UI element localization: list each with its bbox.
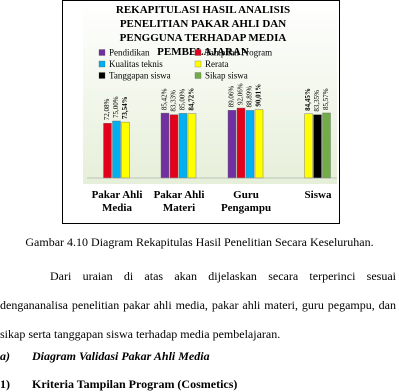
value-label: 75,00% <box>112 96 120 118</box>
bar <box>236 107 246 179</box>
bar <box>103 123 112 179</box>
heading: a) Diagram Validasi Pakar Ahli Media <box>0 349 210 364</box>
heading: 1) Kriteria Tampilan Program (Cosmetics) <box>0 377 237 392</box>
bar <box>245 110 255 179</box>
chart-svg: Pendidikan Tampilan Program Kualitas tekni… <box>87 48 337 179</box>
bar <box>313 114 322 179</box>
bar <box>112 120 121 179</box>
category-label: Pakar Ahli Materi <box>153 189 205 214</box>
legend-label: Tampilan Program <box>205 48 272 58</box>
heading-text: Kriteria Tampilan Program (Cosmetics) <box>32 377 238 391</box>
value-label: 85,00% <box>179 89 187 111</box>
figure-caption: Gambar 4.10 Diagram Rekapitulas Hasil Pe… <box>25 235 374 249</box>
legend-label: Rerata <box>205 59 228 69</box>
bar <box>304 113 313 179</box>
legend-label: Sikap siswa <box>205 71 248 81</box>
chart-title: REKAPITULASI HASIL ANALISIS PENELITIAN P… <box>115 4 291 58</box>
value-label: 85,42% <box>161 88 169 110</box>
value-label: 73,54% <box>121 96 129 119</box>
legend-label: Pendidikan <box>109 48 150 58</box>
category-label: Pakar Ahli Media <box>91 189 143 214</box>
heading-number: 1) <box>0 377 10 391</box>
chart: REKAPITULASI HASIL ANALISIS PENELITIAN P… <box>62 0 340 224</box>
heading-text: Diagram Validasi Pakar Ahli Media <box>32 349 210 363</box>
value-label: 84,45% <box>304 88 312 111</box>
value-label: 88,89% <box>246 86 254 108</box>
bar <box>227 110 237 179</box>
category-label: Siswa <box>304 189 332 201</box>
legend-swatch <box>98 49 106 56</box>
paragraph: Dari uraian di atas akan dijelaskan seca… <box>0 269 396 341</box>
value-label: 83,33% <box>170 90 178 112</box>
value-label: 89,06% <box>228 86 236 108</box>
legend-swatch <box>194 49 202 56</box>
bar <box>169 114 179 179</box>
bar <box>178 113 188 179</box>
bar <box>254 109 264 179</box>
value-label: 92,06% <box>237 83 245 105</box>
legend-label: Kualitas teknis <box>109 59 163 69</box>
legend-label: Tanggapan siswa <box>109 71 171 81</box>
legend-swatch <box>98 72 106 79</box>
bar <box>322 112 331 179</box>
legend-swatch <box>194 72 202 79</box>
legend-swatch <box>98 60 106 68</box>
value-label: 83,35% <box>313 90 321 112</box>
heading-number: a) <box>0 349 10 363</box>
bar <box>187 113 197 179</box>
value-label: 85,57% <box>322 88 330 110</box>
category-label: Guru Pengampu <box>220 189 272 214</box>
bar <box>160 112 170 179</box>
legend-swatch <box>194 60 202 68</box>
value-label: 90,01% <box>255 84 263 107</box>
value-label: 72,08% <box>103 98 111 120</box>
bar <box>121 121 130 179</box>
value-label: 84,72% <box>188 88 196 111</box>
